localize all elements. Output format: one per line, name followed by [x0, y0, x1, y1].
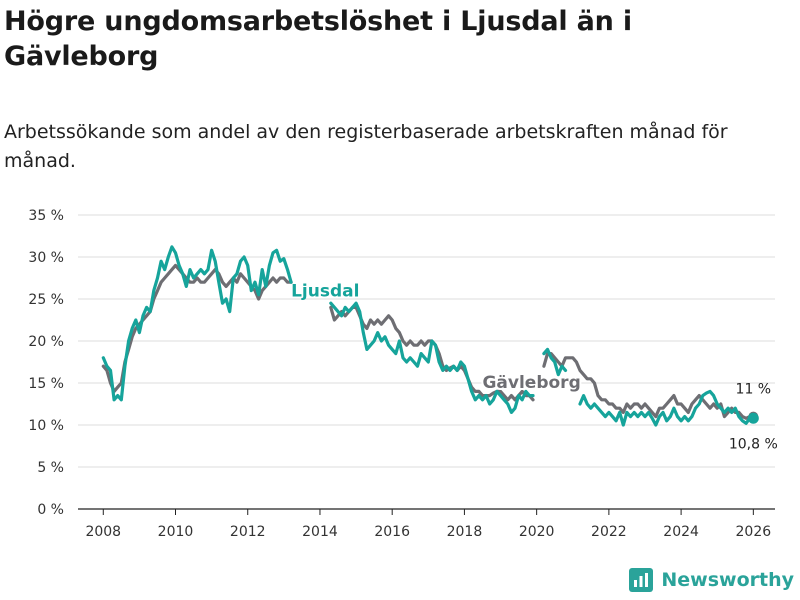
series-line-gavleborg: [101, 263, 293, 393]
x-tick-label: 2008: [85, 524, 121, 540]
x-axis: 2008 2010 2012 2014 2016 2018 2020 2022 2024 2026: [78, 508, 775, 540]
end-label-ljusdal: 10,8 %: [729, 436, 778, 452]
y-tick-label: 0 %: [37, 502, 64, 518]
series-line-ljusdal: [578, 389, 755, 427]
series-lines: [101, 245, 755, 427]
x-tick-label: 2012: [230, 524, 266, 540]
y-tick-label: 15 %: [28, 376, 64, 392]
y-tick-label: 35 %: [28, 208, 64, 224]
bar-chart-icon: [629, 568, 654, 592]
end-point-ljusdal: [747, 412, 759, 424]
y-tick-label: 5 %: [37, 460, 64, 476]
x-tick-label: 2018: [447, 524, 483, 540]
chart-subtitle: Arbetssökande som andel av den registerb…: [4, 121, 728, 172]
series-label-ljusdal: Ljusdal: [291, 281, 359, 301]
x-tick-label: 2010: [158, 524, 194, 540]
y-axis-ticks: 0 % 5 % 10 % 15 % 20 % 25 % 30 % 35 %: [28, 208, 64, 518]
y-tick-label: 20 %: [28, 334, 64, 350]
end-label-gavleborg: 11 %: [736, 382, 772, 398]
x-tick-label: 2026: [736, 524, 772, 540]
x-tick-label: 2022: [591, 524, 627, 540]
y-tick-label: 25 %: [28, 292, 64, 308]
series-line-ljusdal: [329, 301, 535, 414]
y-tick-label: 30 %: [28, 250, 64, 266]
chart-title: Högre ungdomsarbetslöshet i Ljusdal än i…: [4, 6, 632, 72]
x-tick-label: 2014: [302, 524, 338, 540]
brand-name: Newsworthy: [661, 569, 794, 591]
x-tick-label: 2016: [374, 524, 410, 540]
series-line-ljusdal: [101, 245, 293, 402]
x-tick-label: 2024: [663, 524, 699, 540]
x-tick-label: 2020: [519, 524, 555, 540]
y-tick-label: 10 %: [28, 418, 64, 434]
brand-logo: Newsworthy: [629, 568, 794, 592]
series-line-ljusdal: [542, 347, 568, 377]
series-label-gavleborg: Gävleborg: [482, 373, 580, 393]
series-labels: Ljusdal Gävleborg 11 % 10,8 %: [291, 281, 778, 452]
